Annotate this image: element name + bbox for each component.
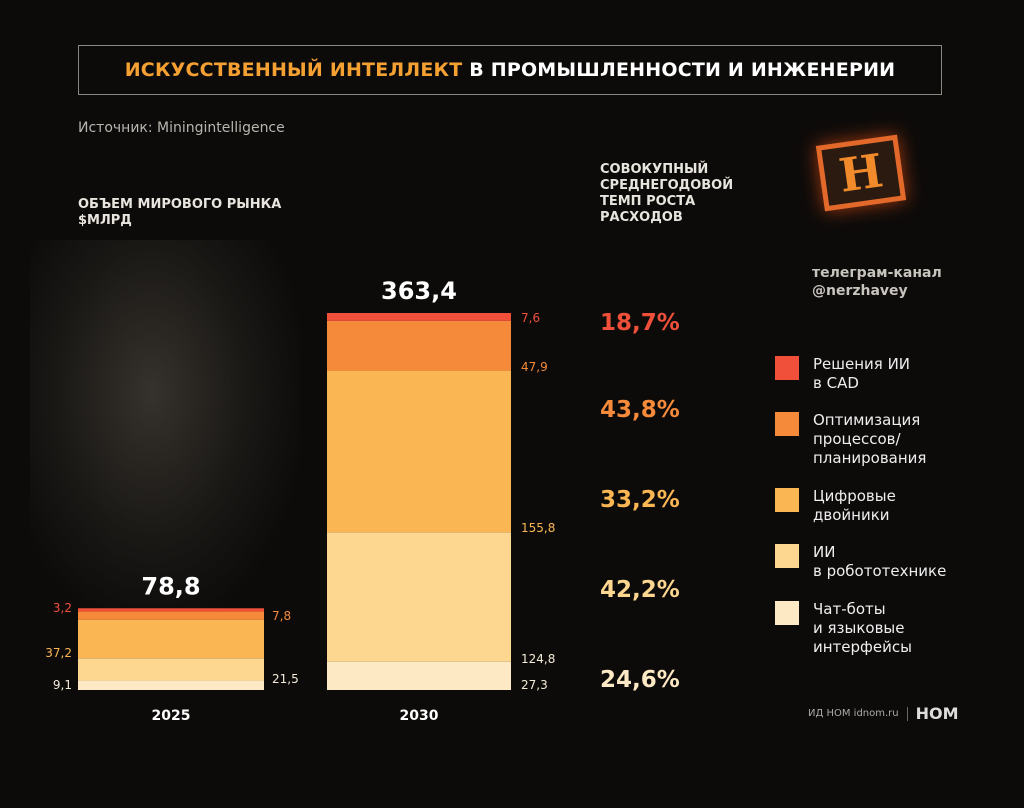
cagr-value: 24,6%: [600, 667, 680, 693]
segment-value-label: 37,2: [45, 646, 72, 660]
heading-line: СОВОКУПНЫЙ: [600, 162, 709, 177]
segment-value-label: 47,9: [521, 360, 548, 374]
heading-unit: $МЛРД: [78, 213, 132, 228]
heading-line: СРЕДНЕГОДОВОЙ: [600, 178, 734, 193]
segment-value-label: 3,2: [53, 601, 72, 615]
telegram-label: телеграм-канал: [812, 265, 942, 281]
legend-label: ИИ в робототехнике: [813, 543, 947, 580]
legend-swatch: [775, 544, 799, 568]
cagr-heading: СОВОКУПНЫЙ СРЕДНЕГОДОВОЙ ТЕМП РОСТА РАСХ…: [600, 162, 770, 226]
category-label: 2030: [400, 708, 439, 724]
legend-item: Оптимизация процессов/ планирования: [775, 411, 995, 468]
segment-value-label: 155,8: [521, 521, 555, 535]
page-title: ИСКУССТВЕННЫЙ ИНТЕЛЛЕКТ В ПРОМЫШЛЕННОСТИ…: [78, 45, 942, 95]
legend-item: Чат-боты и языковые интерфейсы: [775, 600, 995, 657]
divider: [906, 706, 908, 721]
bar-segment: [78, 619, 264, 659]
bar-segment: [327, 320, 511, 371]
legend-swatch: [775, 412, 799, 436]
bar-total-label: 363,4: [381, 277, 457, 305]
legend-label: Чат-боты и языковые интерфейсы: [813, 600, 912, 656]
legend-label: Оптимизация процессов/ планирования: [813, 411, 927, 467]
telegram-channel[interactable]: телеграм-канал @nerzhavey: [812, 264, 942, 300]
segment-value-label: 27,3: [521, 678, 548, 692]
heading-line: РАСХОДОВ: [600, 210, 683, 225]
cagr-value: 18,7%: [600, 310, 680, 336]
legend-label: Решения ИИ в CAD: [813, 355, 911, 392]
market-volume-heading: ОБЪЕМ МИРОВОГО РЫНКА $МЛРД: [78, 197, 281, 229]
bar-segment: [78, 611, 264, 620]
cagr-value: 43,8%: [600, 397, 680, 423]
bar-segment: [78, 608, 264, 612]
segment-value-label: 7,6: [521, 311, 540, 325]
cagr-value: 33,2%: [600, 487, 680, 513]
heading-line: ОБЪЕМ МИРОВОГО РЫНКА: [78, 197, 282, 212]
publisher-text: ИД НОМ idnom.ru: [808, 708, 899, 719]
bar-segment: [327, 313, 511, 321]
category-label: 2025: [152, 708, 191, 724]
bar-segment: [327, 532, 511, 662]
legend-label: Цифровые двойники: [813, 487, 896, 524]
legend-swatch: [775, 356, 799, 380]
bar-segment: [327, 370, 511, 533]
legend-item: ИИ в робототехнике: [775, 543, 995, 581]
segment-value-label: 21,5: [272, 672, 299, 686]
bar-segment: [327, 661, 511, 690]
cagr-value: 42,2%: [600, 577, 680, 603]
bar-total-label: 78,8: [141, 572, 200, 600]
footer: ИД НОМ idnom.ru НОМ: [808, 704, 959, 723]
publisher-logo: НОМ: [915, 704, 959, 723]
bar-segment: [78, 680, 264, 690]
legend-item: Решения ИИ в CAD: [775, 355, 995, 393]
segment-value-label: 9,1: [53, 678, 72, 692]
source-note: Источник: Miningintelligence: [78, 120, 285, 136]
segment-value-label: 7,8: [272, 609, 291, 623]
robot-arm-photo: [30, 240, 300, 620]
heading-line: ТЕМП РОСТА: [600, 194, 696, 209]
legend-item: Цифровые двойники: [775, 487, 995, 525]
title-rest: В ПРОМЫШЛЕННОСТИ И ИНЖЕНЕРИИ: [462, 59, 896, 81]
title-accent: ИСКУССТВЕННЫЙ ИНТЕЛЛЕКТ: [124, 59, 463, 81]
bar-segment: [78, 658, 264, 681]
segment-value-label: 124,8: [521, 652, 555, 666]
legend-swatch: [775, 488, 799, 512]
legend-swatch: [775, 601, 799, 625]
telegram-handle: @nerzhavey: [812, 283, 908, 299]
